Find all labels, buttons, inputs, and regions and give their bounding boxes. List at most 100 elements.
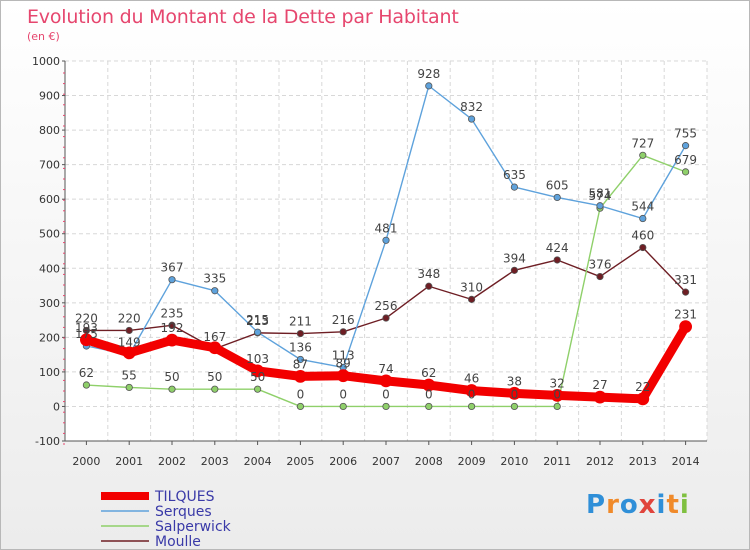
data-label: 755 (674, 127, 697, 141)
y-tick-label: 900 (39, 90, 60, 103)
x-tick-label: 2010 (500, 455, 528, 468)
data-label: 348 (417, 267, 440, 281)
data-label: 235 (161, 306, 184, 320)
x-tick-label: 2012 (586, 455, 614, 468)
y-tick-label: 700 (39, 159, 60, 172)
data-label: 216 (332, 313, 355, 327)
data-point-serques (211, 287, 219, 295)
chart-title: Evolution du Montant de la Dette par Hab… (27, 6, 459, 28)
data-label: 0 (511, 387, 519, 401)
data-label: 605 (546, 178, 569, 192)
chart-subtitle: (en €) (27, 30, 60, 43)
data-point-serques (596, 202, 604, 210)
data-point-tilques (508, 386, 521, 400)
data-point-serques (681, 142, 690, 150)
x-tick-label: 2008 (415, 455, 443, 468)
y-tick-label: 100 (39, 366, 60, 379)
data-point-salperwick (254, 385, 262, 393)
data-label: 220 (118, 311, 141, 325)
data-label: 27 (592, 378, 607, 392)
data-label: 394 (503, 251, 526, 265)
data-point-moulle (296, 329, 304, 338)
data-point-salperwick (382, 402, 390, 411)
data-point-salperwick (467, 402, 476, 411)
logo-letter: r (606, 490, 620, 520)
x-tick-label: 2001 (115, 455, 143, 468)
y-tick-label: 400 (39, 262, 60, 275)
data-label: 193 (75, 321, 98, 335)
data-label: 544 (631, 200, 654, 214)
data-label: 87 (293, 357, 308, 371)
data-label: 0 (425, 387, 433, 401)
data-point-serques (467, 115, 476, 123)
data-label: 55 (122, 368, 137, 382)
data-label: 231 (674, 308, 697, 322)
data-point-moulle (339, 328, 347, 336)
data-label: 0 (468, 387, 476, 401)
x-tick-label: 2006 (329, 455, 357, 468)
data-point-serques (425, 82, 433, 90)
data-label: 62 (79, 366, 94, 380)
data-point-salperwick (168, 385, 176, 393)
data-label: 0 (339, 387, 347, 401)
data-point-moulle (382, 314, 390, 322)
y-tick-label: 1000 (32, 55, 60, 68)
data-point-moulle (681, 288, 690, 296)
data-label: 175 (75, 327, 98, 341)
data-point-moulle (168, 321, 176, 329)
logo-letter: o (619, 490, 639, 520)
data-point-salperwick (339, 402, 347, 411)
x-tick-label: 2009 (458, 455, 486, 468)
y-tick-label: 600 (39, 193, 60, 206)
data-label: 113 (332, 348, 355, 362)
data-point-salperwick (510, 402, 519, 411)
data-point-serques (296, 355, 304, 364)
logo-letter: P (586, 490, 607, 520)
data-label: 460 (631, 229, 654, 243)
data-point-tilques (80, 333, 93, 347)
data-point-tilques (422, 378, 436, 392)
logo-letter: t (666, 490, 680, 520)
data-point-tilques (550, 388, 564, 402)
data-label: 481 (375, 221, 398, 235)
data-point-salperwick (211, 385, 219, 393)
data-point-moulle (510, 266, 519, 274)
data-label: 256 (375, 299, 398, 313)
data-point-moulle (553, 256, 561, 264)
data-point-tilques (251, 364, 265, 378)
data-label: 103 (246, 352, 269, 366)
data-label: 32 (550, 376, 565, 390)
data-label: 38 (507, 374, 522, 388)
data-point-tilques (293, 369, 307, 383)
data-label: 424 (546, 241, 569, 255)
data-label: 136 (289, 340, 312, 354)
proxiti-logo: Proxiti (586, 490, 690, 520)
data-point-tilques (165, 333, 179, 347)
data-label: 832 (460, 100, 483, 114)
data-point-tilques (208, 341, 222, 355)
data-label: 331 (674, 273, 697, 287)
data-point-moulle (425, 282, 433, 290)
data-label: 335 (203, 272, 226, 286)
data-point-salperwick (681, 168, 690, 176)
x-tick-label: 2014 (672, 455, 700, 468)
data-point-tilques (122, 346, 136, 360)
logo-letter: i (656, 490, 667, 520)
data-point-tilques (636, 392, 650, 406)
data-point-moulle (639, 243, 647, 252)
data-point-serques (382, 236, 390, 244)
x-tick-label: 2005 (286, 455, 314, 468)
data-label: 367 (161, 261, 184, 275)
data-point-salperwick (425, 402, 433, 411)
data-point-serques (254, 328, 262, 336)
legend-label-serques: Serques (155, 504, 212, 520)
data-label: 74 (378, 362, 393, 376)
data-point-moulle (596, 272, 604, 281)
data-label: 0 (553, 387, 561, 401)
data-label: 22 (635, 380, 650, 394)
data-point-salperwick (125, 383, 133, 392)
x-tick-label: 2013 (629, 455, 657, 468)
data-label: 679 (674, 153, 697, 167)
